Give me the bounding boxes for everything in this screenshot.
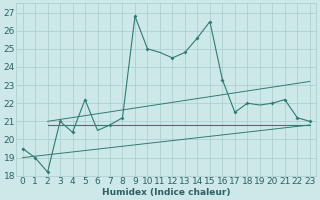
- X-axis label: Humidex (Indice chaleur): Humidex (Indice chaleur): [102, 188, 230, 197]
